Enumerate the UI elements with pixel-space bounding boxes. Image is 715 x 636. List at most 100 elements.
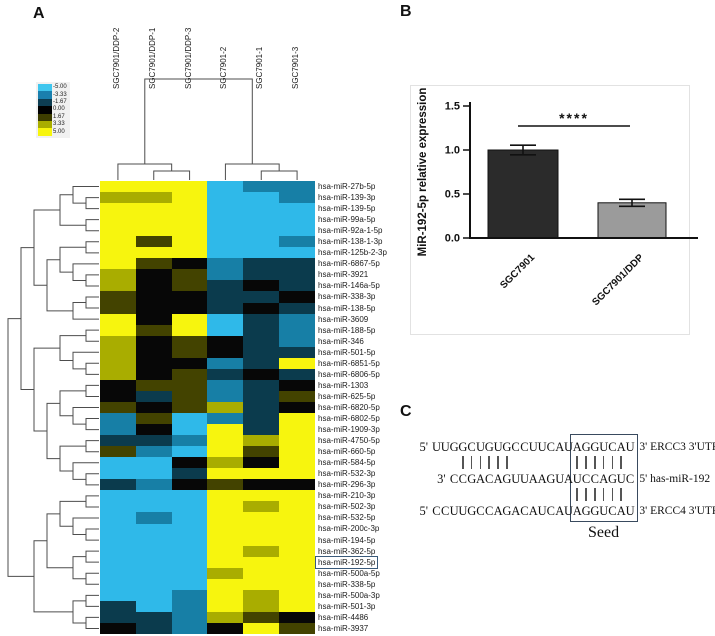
- nucleotide: A: [528, 472, 538, 486]
- heatmap-cell: [243, 545, 280, 557]
- heatmap-cell: [171, 457, 208, 469]
- heatmap-cell: [279, 556, 315, 568]
- heatmap-cell: [100, 225, 136, 237]
- dendrogram-branch: [85, 418, 99, 431]
- nucleotide: C: [485, 472, 494, 486]
- heatmap-cell: [135, 324, 172, 336]
- heatmap-cell: [207, 589, 244, 601]
- sequence-name-label: 5' has-miR-192: [639, 473, 711, 485]
- dendrogram-branch: [20, 247, 34, 391]
- heatmap-cell: [243, 622, 280, 634]
- heatmap-cell: [100, 479, 136, 491]
- heatmap-cell: [100, 501, 136, 513]
- heatmap-cell: [100, 214, 136, 226]
- nucleotide: C: [467, 440, 476, 454]
- heatmap-cell: [135, 280, 172, 292]
- heatmap-cell: [243, 401, 280, 414]
- y-tick-label: 0.0: [445, 233, 460, 245]
- legend-entry: 5.00: [38, 128, 67, 136]
- heatmap-cell: [207, 424, 244, 436]
- row-label: hsa-miR-501-3p: [318, 601, 376, 611]
- nucleotide: U: [616, 472, 626, 486]
- heatmap-cell: [207, 622, 244, 634]
- heatmap-cell: [279, 379, 315, 391]
- legend-value: 0.00: [53, 106, 65, 113]
- column-dendrogram: [117, 78, 298, 180]
- heatmap-cell: [135, 545, 172, 557]
- heatmap-cell: [207, 413, 244, 425]
- nucleotide: U: [458, 504, 468, 518]
- heatmap-cell: [135, 589, 172, 601]
- heatmap-cell: [243, 335, 280, 347]
- row-label: hsa-miR-346: [318, 336, 364, 346]
- nucleotide: C: [449, 472, 459, 486]
- heatmap-cell: [207, 302, 244, 314]
- heatmap-cell: [207, 490, 244, 502]
- heatmap-cell: [171, 611, 208, 623]
- nucleotide: G: [467, 472, 477, 486]
- legend-swatch: [38, 128, 52, 136]
- heatmap-cell: [135, 302, 172, 314]
- heatmap-cell: [279, 435, 315, 447]
- base-pair-line: [470, 456, 473, 469]
- heatmap-cell: [243, 567, 280, 579]
- nucleotide: C: [520, 504, 529, 518]
- legend-swatch: [38, 84, 52, 92]
- heatmap-cell: [279, 534, 315, 546]
- heatmap-cell: [243, 368, 280, 380]
- base-pair-line: [462, 456, 464, 469]
- nucleotide: G: [608, 472, 618, 486]
- heatmap-cell: [243, 379, 280, 391]
- heatmap-cell: [207, 181, 244, 193]
- heatmap-cell: [135, 578, 172, 590]
- heatmap-cell: [243, 468, 280, 480]
- heatmap-cell: [171, 556, 208, 568]
- nucleotide: U: [476, 440, 486, 454]
- heatmap-cell: [171, 567, 208, 579]
- row-label: hsa-miR-1303: [318, 380, 369, 390]
- heatmap-cell: [135, 357, 172, 369]
- heatmap-cell: [279, 280, 315, 292]
- heatmap-cell: [171, 512, 208, 524]
- heatmap-cell: [135, 600, 172, 612]
- heatmap-cell: [243, 589, 280, 601]
- row-label: hsa-miR-338-5p: [318, 579, 376, 589]
- heatmap-cell: [171, 214, 208, 226]
- heatmap-cell: [243, 236, 280, 248]
- row-label: hsa-miR-139-3p: [318, 193, 376, 203]
- row-label: hsa-miR-6802-5p: [318, 413, 380, 423]
- nucleotide: U: [440, 440, 450, 454]
- heatmap-cell: [207, 446, 244, 458]
- heatmap-cell: [171, 324, 208, 336]
- row-label: hsa-miR-584-5p: [318, 458, 376, 468]
- significance-stars: ****: [559, 110, 589, 126]
- heatmap-cell: [243, 357, 280, 369]
- row-label: hsa-miR-125b-2-3p: [318, 248, 387, 258]
- dendrogram-branch: [85, 219, 99, 232]
- heatmap-cell: [243, 390, 280, 402]
- base-pair-line: [611, 456, 614, 469]
- nucleotide: U: [537, 440, 547, 454]
- heatmap-cell: [279, 401, 315, 414]
- heatmap-cell: [171, 545, 208, 557]
- heatmap-cell: [135, 390, 172, 402]
- heatmap-cell: [207, 468, 244, 480]
- legend-value: -5.00: [53, 84, 67, 91]
- heatmap-cell: [171, 435, 208, 447]
- heatmap-cell: [207, 280, 244, 292]
- heatmap-cell: [171, 578, 208, 590]
- row-label: hsa-miR-501-5p: [318, 347, 376, 357]
- bar-chart: 0.0 0.5 1.0 1.5 MiR-192-5p relative express…: [417, 88, 698, 308]
- nucleotide: U: [537, 504, 547, 518]
- heatmap-cell: [135, 446, 172, 458]
- heatmap-cell: [207, 324, 244, 336]
- heatmap-cell: [100, 523, 136, 535]
- row-label: hsa-miR-296-3p: [318, 480, 376, 490]
- heatmap-cell: [243, 479, 280, 491]
- nucleotide: U: [493, 440, 503, 454]
- heatmap-cell: [100, 269, 136, 281]
- heatmap-cell: [171, 313, 208, 325]
- heatmap-cell: [207, 479, 244, 491]
- nucleotide: G: [546, 472, 556, 486]
